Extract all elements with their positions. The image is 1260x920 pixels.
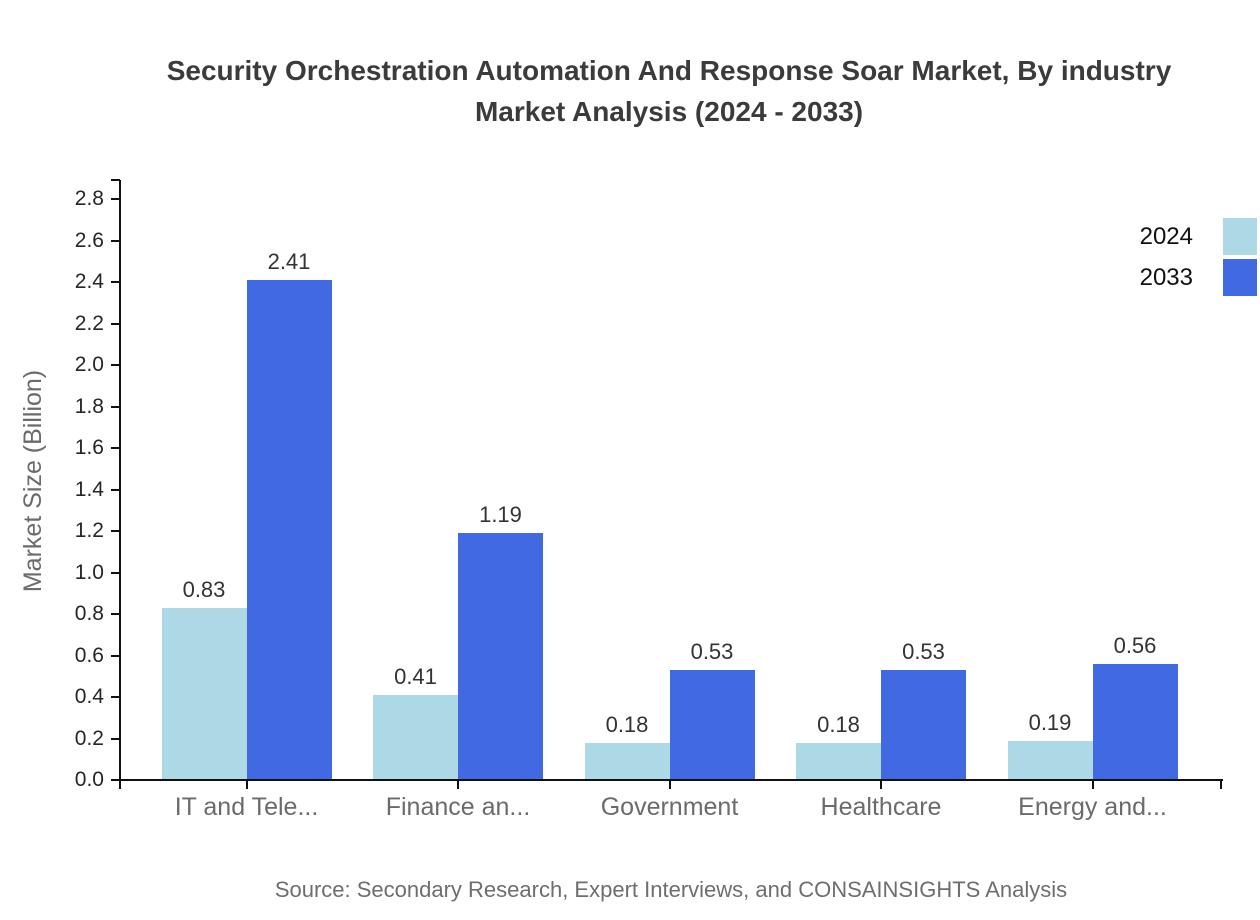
category-label: Finance an...	[385, 793, 531, 821]
y-tick-label: 1.6	[74, 436, 104, 459]
y-tick-mark	[111, 447, 120, 449]
category-label: Energy and...	[1018, 793, 1167, 821]
y-tick-mark	[111, 198, 120, 200]
y-tick-label: 0.4	[74, 685, 104, 708]
value-label: 0.53	[690, 639, 734, 665]
chart-title-line-1: Security Orchestration Automation And Re…	[166, 55, 1172, 86]
bar-2024	[373, 694, 458, 780]
value-label: 0.19	[1028, 709, 1072, 735]
y-tick-label: 2.2	[74, 311, 104, 335]
legend-label-2024: 2024	[1139, 222, 1193, 250]
y-tick-label: 0.8	[74, 602, 104, 625]
y-tick-mark	[111, 322, 120, 325]
y-tick-label: 2.8	[74, 187, 104, 210]
y-tick-label: 0.2	[74, 726, 104, 750]
y-tick-mark	[111, 613, 120, 615]
y-tick-label: 0.0	[74, 768, 104, 791]
y-tick-mark	[111, 779, 120, 781]
bar-2024	[796, 742, 881, 780]
value-label: 1.19	[479, 502, 522, 528]
x-tick-mark	[880, 780, 882, 789]
bar-2033	[1092, 663, 1178, 780]
x-tick-mark	[1091, 780, 1094, 789]
y-tick-mark	[111, 488, 120, 491]
y-tick-label: 1.2	[74, 519, 104, 542]
value-label: 0.83	[182, 576, 226, 602]
legend-swatch-2033	[1223, 259, 1257, 296]
chart-title: Security Orchestration Automation And Re…	[76, 50, 1260, 132]
x-axis-end-tick	[1220, 780, 1222, 789]
y-axis-end-tick	[111, 179, 120, 181]
y-tick-label: 2.0	[74, 353, 104, 376]
y-axis-line	[119, 180, 121, 781]
bar-2033	[881, 670, 966, 780]
category-label: IT and Tele...	[174, 793, 319, 821]
y-tick-label: 0.6	[74, 643, 104, 667]
y-tick-mark	[111, 654, 120, 657]
y-tick-label: 1.0	[74, 560, 104, 584]
y-tick-label: 2.6	[74, 228, 104, 252]
chart-title-line-2: Market Analysis (2024 - 2033)	[474, 96, 864, 127]
category-label: Government	[600, 793, 739, 821]
y-tick-mark	[111, 696, 120, 698]
bar-2033	[458, 533, 543, 780]
value-label: 0.41	[394, 663, 437, 689]
y-tick-mark	[111, 405, 120, 408]
y-tick-mark	[111, 571, 120, 574]
x-axis-line	[119, 779, 1223, 781]
y-tick-mark	[111, 530, 120, 532]
y-tick-mark	[111, 239, 120, 242]
y-tick-mark	[111, 737, 120, 740]
bar-2033	[246, 279, 332, 780]
value-label: 2.41	[267, 248, 311, 274]
y-tick-mark	[111, 364, 120, 366]
x-tick-mark	[668, 780, 671, 789]
x-tick-mark	[457, 780, 459, 789]
value-label: 0.18	[605, 711, 649, 737]
x-tick-mark	[245, 780, 248, 789]
y-tick-label: 1.8	[74, 394, 104, 418]
category-label: Healthcare	[820, 793, 942, 821]
bar-2033	[669, 670, 755, 780]
source-note: Source: Secondary Research, Expert Inter…	[274, 877, 1068, 902]
legend-item-2033: 2033	[1140, 259, 1257, 296]
legend-swatch-2024	[1223, 218, 1257, 255]
value-label: 0.56	[1113, 632, 1157, 658]
value-label: 0.53	[902, 639, 945, 665]
legend-item-2024: 2024	[1140, 218, 1257, 255]
value-label: 0.18	[817, 711, 860, 737]
legend-label-2033: 2033	[1139, 263, 1193, 291]
bar-2024	[161, 607, 247, 780]
bar-2024	[1007, 740, 1093, 780]
legend: 2024 2033	[1140, 218, 1257, 296]
y-tick-mark	[111, 281, 120, 283]
x-axis-end-tick	[119, 780, 121, 789]
y-tick-label: 1.4	[74, 477, 104, 501]
bar-2024	[584, 742, 670, 780]
y-tick-label: 2.4	[74, 270, 104, 293]
